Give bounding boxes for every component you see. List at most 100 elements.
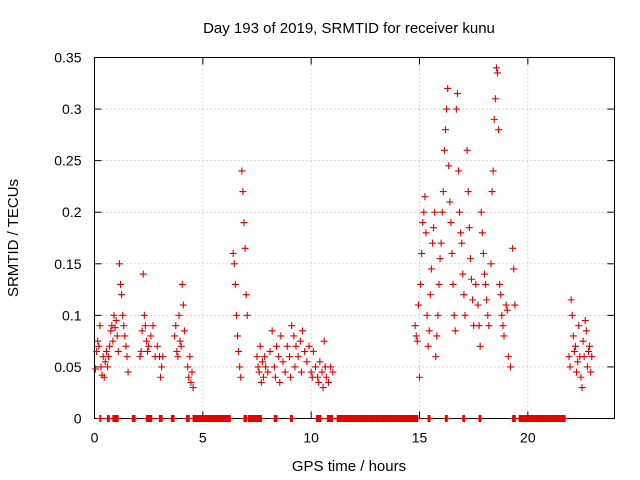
data-point: [572, 342, 579, 350]
data-point: [318, 368, 326, 376]
data-point: [482, 280, 490, 288]
data-point: [499, 322, 507, 330]
zero-value-point: [97, 415, 105, 422]
data-point: [464, 188, 472, 196]
data-point: [297, 368, 305, 376]
data-point: [179, 301, 187, 309]
data-point: [504, 353, 512, 361]
data-point: [445, 162, 453, 170]
data-point: [488, 188, 496, 196]
data-point: [477, 208, 485, 216]
data-point: [444, 84, 452, 92]
data-point: [426, 291, 434, 299]
data-point: [431, 208, 439, 216]
data-point: [299, 327, 306, 335]
data-point: [502, 301, 510, 309]
data-point: [487, 260, 495, 268]
x-tick-label: 10: [303, 430, 319, 446]
data-point: [288, 322, 296, 330]
data-point: [137, 347, 145, 355]
data-point: [176, 337, 184, 345]
data-point: [413, 337, 421, 345]
data-point: [586, 342, 594, 350]
data-point: [237, 373, 245, 381]
data-point: [255, 368, 263, 376]
data-point: [315, 378, 323, 386]
data-point: [422, 229, 430, 237]
data-point: [461, 311, 469, 319]
data-point: [279, 358, 287, 366]
data-point: [498, 311, 506, 319]
data-point: [566, 363, 574, 371]
data-point: [140, 311, 148, 319]
data-point: [425, 327, 433, 335]
data-point: [427, 265, 435, 273]
data-point: [291, 363, 299, 371]
data-point: [109, 337, 117, 345]
data-point: [465, 224, 473, 232]
data-point: [97, 363, 105, 371]
data-point: [412, 332, 420, 340]
zero-value-point: [317, 415, 325, 422]
data-point: [434, 311, 442, 319]
data-point: [94, 337, 102, 345]
data-point: [469, 296, 477, 304]
data-point: [283, 342, 291, 350]
data-point: [138, 327, 146, 335]
data-point: [113, 332, 121, 340]
data-point: [230, 260, 238, 268]
data-point: [565, 353, 573, 361]
x-tick-label: 15: [412, 430, 428, 446]
data-point: [136, 353, 144, 361]
data-point: [118, 291, 126, 299]
data-point: [423, 311, 431, 319]
data-point: [172, 322, 180, 330]
data-point: [457, 229, 465, 237]
x-tick-label: 0: [91, 430, 99, 446]
data-point: [122, 342, 130, 350]
data-point: [329, 368, 337, 376]
data-point: [575, 322, 583, 330]
data-point: [442, 126, 449, 134]
data-point: [178, 280, 186, 288]
data-point: [121, 332, 129, 340]
data-point: [110, 311, 118, 319]
data-point: [418, 249, 426, 257]
data-point: [570, 347, 578, 355]
data-point: [235, 347, 243, 355]
data-point: [450, 311, 458, 319]
zero-value-point: [170, 415, 178, 422]
data-point: [120, 322, 128, 330]
y-tick-label: 0.05: [54, 359, 81, 375]
plot-frame: [94, 57, 615, 419]
data-point: [174, 353, 182, 361]
data-point: [325, 378, 332, 386]
data-point: [472, 280, 480, 288]
data-point: [175, 311, 183, 319]
data-point: [153, 342, 161, 350]
data-point: [496, 280, 504, 288]
data-point: [580, 353, 588, 361]
zero-value-point: [288, 415, 296, 422]
zero-value-markers: [96, 415, 569, 422]
data-point: [96, 322, 104, 330]
zero-value-point: [273, 415, 281, 422]
data-point: [242, 291, 250, 299]
data-point: [157, 373, 165, 381]
data-point: [294, 353, 302, 361]
data-point: [273, 342, 280, 350]
data-point: [451, 327, 459, 335]
data-point: [114, 347, 122, 355]
data-point: [100, 373, 108, 381]
data-point: [95, 342, 103, 350]
y-axis-label: SRMTID / TECUs: [5, 179, 22, 297]
data-point: [314, 373, 322, 381]
data-point: [271, 373, 279, 381]
data-point: [239, 188, 247, 196]
data-point: [573, 368, 581, 376]
data-point: [111, 324, 119, 332]
data-point: [268, 327, 276, 335]
data-point: [123, 353, 131, 361]
data-point: [270, 363, 278, 371]
